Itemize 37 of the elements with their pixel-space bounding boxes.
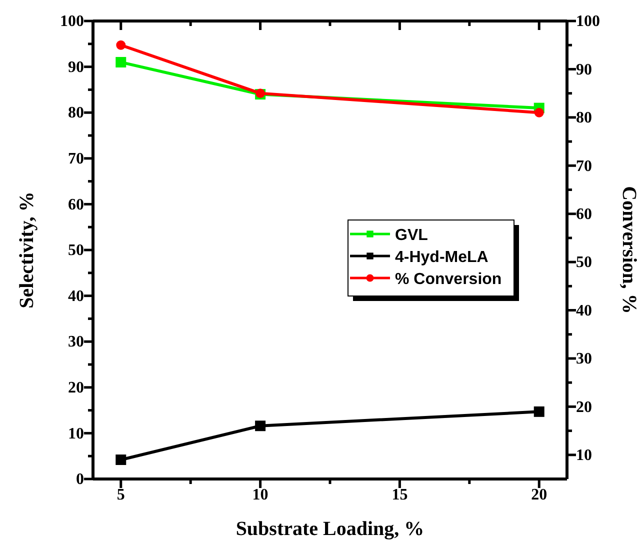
y-axis-title: Selectivity, %	[16, 192, 38, 308]
y2-tick-label: 80	[576, 110, 592, 127]
y-tick-label: 70	[68, 150, 84, 168]
x-tick-label: 5	[116, 486, 125, 504]
y-tick-label: 80	[68, 104, 84, 122]
y2-tick-label: 60	[576, 206, 592, 223]
point	[534, 406, 544, 417]
y-tick-label: 10	[68, 425, 84, 442]
point	[116, 454, 126, 466]
y-tick-label: 40	[68, 288, 84, 305]
point	[255, 420, 266, 432]
point	[534, 108, 544, 118]
y2-tick-label: 100	[576, 13, 600, 30]
y-tick-label: 0	[76, 471, 84, 488]
y-tick-label: 90	[68, 58, 84, 76]
legend-label: GVL	[395, 227, 428, 244]
legend-label: 4-Hyd-MeLA	[395, 249, 489, 266]
y2-tick-label: 70	[576, 158, 592, 175]
point	[116, 40, 126, 50]
y2-tick-label: 50	[576, 254, 592, 272]
y2-axis-title: Conversion, %	[618, 186, 637, 314]
y-tick-label: 100	[60, 13, 84, 30]
point	[116, 56, 126, 68]
legend-label: % Conversion	[395, 271, 502, 288]
y2-tick-label: 30	[576, 350, 592, 368]
x-axis-title: Substrate Loading, %	[236, 518, 424, 540]
x-tick-label: 20	[531, 486, 548, 504]
y-tick-label: 60	[68, 196, 84, 214]
y2-tick-label: 90	[576, 61, 592, 78]
y-tick-label: 30	[68, 334, 84, 351]
y2-tick-label: 40	[576, 302, 592, 320]
y2-tick-label: 10	[576, 447, 592, 464]
y2-tick-label: 20	[576, 398, 592, 416]
x-tick-label: 15	[392, 486, 408, 504]
y-tick-label: 20	[68, 380, 84, 397]
y-tick-label: 50	[68, 242, 84, 260]
x-tick-label: 10	[252, 486, 268, 504]
